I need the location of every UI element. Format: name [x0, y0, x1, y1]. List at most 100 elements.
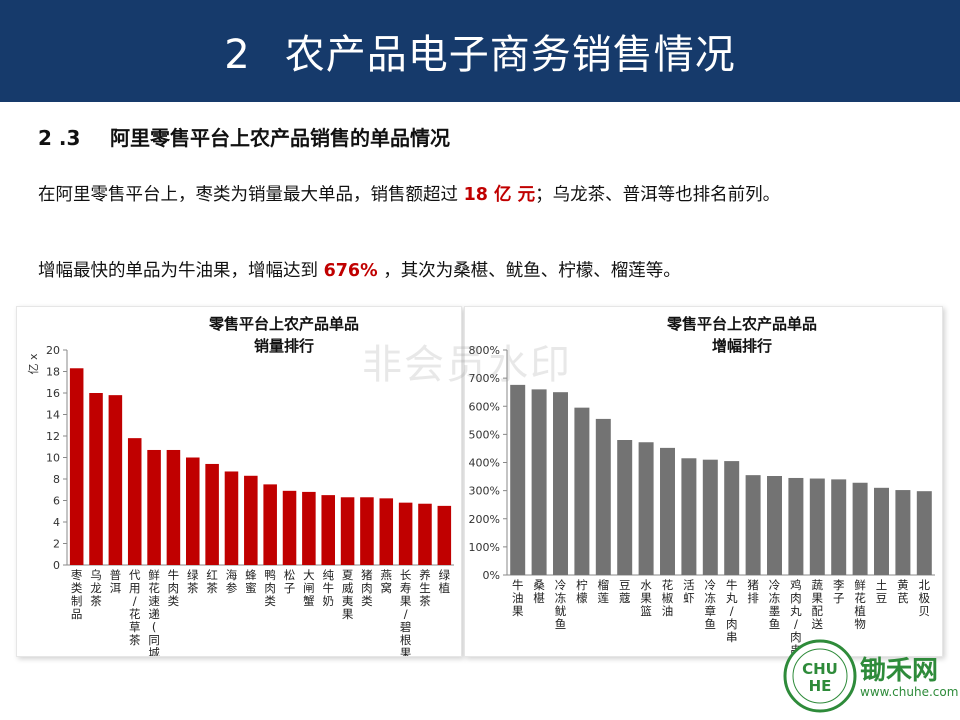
chart-panel-sales: 零售平台上农产品单品 销量排行亿 x 0 2 4 6 8 10 12 14 16 18 20 枣类制品 乌龙… — [16, 306, 462, 673]
bar — [638, 442, 654, 575]
bar — [108, 395, 123, 565]
bar — [166, 449, 181, 565]
page-title-number: 2 — [224, 32, 251, 78]
x-tick-label: 牛油果 — [512, 578, 524, 618]
x-tick-label: 夏威夷果 — [342, 568, 354, 621]
bar — [531, 389, 547, 575]
bar — [398, 502, 413, 565]
y-tick-label: 2 — [53, 538, 60, 551]
paragraph-growth-text-1: 增幅最快的单品为牛油果，增幅达到 — [38, 261, 324, 281]
page-title: 2 农产品电子商务销售情况 — [0, 22, 960, 80]
bar — [702, 459, 718, 575]
bar — [574, 407, 590, 575]
section-number: 2 .3 — [38, 126, 81, 150]
paragraph-sales-text-2: ；乌龙茶、普洱等也排名前列。 — [535, 185, 781, 205]
chart-title-line: 零售平台上农产品单品 — [666, 315, 817, 333]
bar — [205, 463, 219, 565]
paragraph-growth-highlight: 676% — [323, 261, 378, 281]
x-tick-label: 鲜花速递(同城) — [148, 568, 160, 656]
bar — [788, 477, 804, 575]
y-tick-label: 18 — [46, 366, 60, 379]
x-tick-label: 活虾 — [683, 578, 695, 605]
y-tick-label: 12 — [46, 430, 60, 443]
x-tick-label: 养生茶 — [419, 568, 431, 608]
y-tick-label: 16 — [46, 387, 60, 400]
x-tick-label: 牛丸/肉串 — [726, 578, 738, 644]
x-tick-label: 纯牛奶 — [322, 568, 334, 608]
y-tick-label: 20 — [46, 344, 60, 357]
x-tick-label: 大闸蟹 — [303, 568, 315, 608]
x-tick-label: 猪肉类 — [361, 568, 373, 608]
bar — [379, 498, 394, 565]
page-title-text: 农产品电子商务销售情况 — [284, 32, 736, 78]
section-title: 阿里零售平台上农产品销售的单品情况 — [110, 126, 450, 150]
x-tick-label: 鸭肉类 — [264, 568, 276, 608]
x-tick-label: 绿茶 — [187, 568, 199, 595]
bar — [437, 505, 452, 565]
bar — [809, 478, 825, 575]
bar — [745, 475, 761, 575]
y-tick-label: 0 — [53, 559, 60, 572]
logo-name: 锄禾网 — [860, 656, 939, 686]
x-tick-label: 蜂蜜 — [245, 568, 257, 595]
y-axis-label: 亿 x — [27, 353, 40, 374]
x-tick-label: 柠檬 — [576, 578, 588, 605]
header-banner: 2 农产品电子商务销售情况 — [0, 0, 960, 102]
y-tick-label: 6 — [53, 495, 60, 508]
x-tick-label: 鲜花植物 — [854, 578, 866, 631]
x-tick-label: 榴莲 — [598, 578, 610, 605]
logo-url[interactable]: www.chuhe.com — [860, 685, 959, 699]
y-tick-label: 700% — [469, 372, 500, 385]
y-tick-label: 14 — [46, 409, 60, 422]
bar — [360, 497, 374, 565]
x-tick-label: 黄芪 — [897, 578, 909, 605]
bar — [681, 458, 697, 575]
bar — [767, 476, 782, 575]
bar — [660, 447, 675, 575]
chart-title-line: 增幅排行 — [712, 337, 772, 355]
x-tick-label: 牛肉类 — [168, 568, 180, 608]
chart-title-line: 零售平台上农产品单品 — [208, 315, 359, 333]
x-tick-label: 北极贝 — [919, 578, 931, 618]
bar — [916, 491, 932, 575]
y-tick-label: 0% — [483, 569, 500, 582]
bar — [127, 438, 142, 565]
bar — [147, 449, 161, 565]
bar — [186, 457, 200, 565]
y-tick-label: 10 — [46, 452, 60, 465]
x-tick-label: 蔬果配送 — [812, 578, 824, 631]
svg-text:HE: HE — [809, 677, 832, 695]
x-tick-label: 李子 — [833, 578, 845, 605]
bar — [874, 487, 889, 575]
x-tick-label: 代用/花草茶 — [129, 568, 141, 647]
bar — [852, 482, 868, 575]
x-tick-label: 海参 — [226, 568, 238, 595]
bar — [553, 392, 568, 575]
bar — [224, 471, 239, 565]
chart-panel-growth: 零售平台上农产品单品 增幅排行 0% 100% 200% 300% 400% 500% 600%… — [464, 306, 943, 657]
x-tick-label: 枣类制品 — [71, 568, 83, 621]
y-tick-label: 200% — [469, 513, 500, 526]
bar — [89, 393, 103, 565]
x-tick-label: 冷冻鱿鱼 — [555, 578, 567, 631]
bar — [340, 497, 355, 565]
y-tick-label: 300% — [469, 485, 500, 498]
y-tick-label: 500% — [469, 428, 500, 441]
watermark: 非会员水印 — [362, 342, 572, 388]
x-tick-label: 绿植 — [439, 568, 451, 595]
x-tick-label: 冷冻墨鱼 — [769, 578, 781, 631]
chart-title-line: 销量排行 — [254, 337, 314, 355]
y-tick-label: 100% — [469, 541, 500, 554]
y-tick-label: 8 — [53, 473, 60, 486]
bar — [418, 503, 432, 565]
x-tick-label: 花椒油 — [662, 578, 674, 618]
bar — [69, 368, 84, 565]
x-tick-label: 豆蔻 — [619, 578, 631, 605]
bar — [831, 479, 847, 575]
x-tick-label: 燕窝 — [381, 568, 393, 595]
y-tick-label: 4 — [53, 516, 60, 529]
paragraph-sales-highlight: 18 亿 元 — [463, 185, 536, 205]
bar — [244, 475, 258, 565]
bar — [302, 491, 316, 565]
